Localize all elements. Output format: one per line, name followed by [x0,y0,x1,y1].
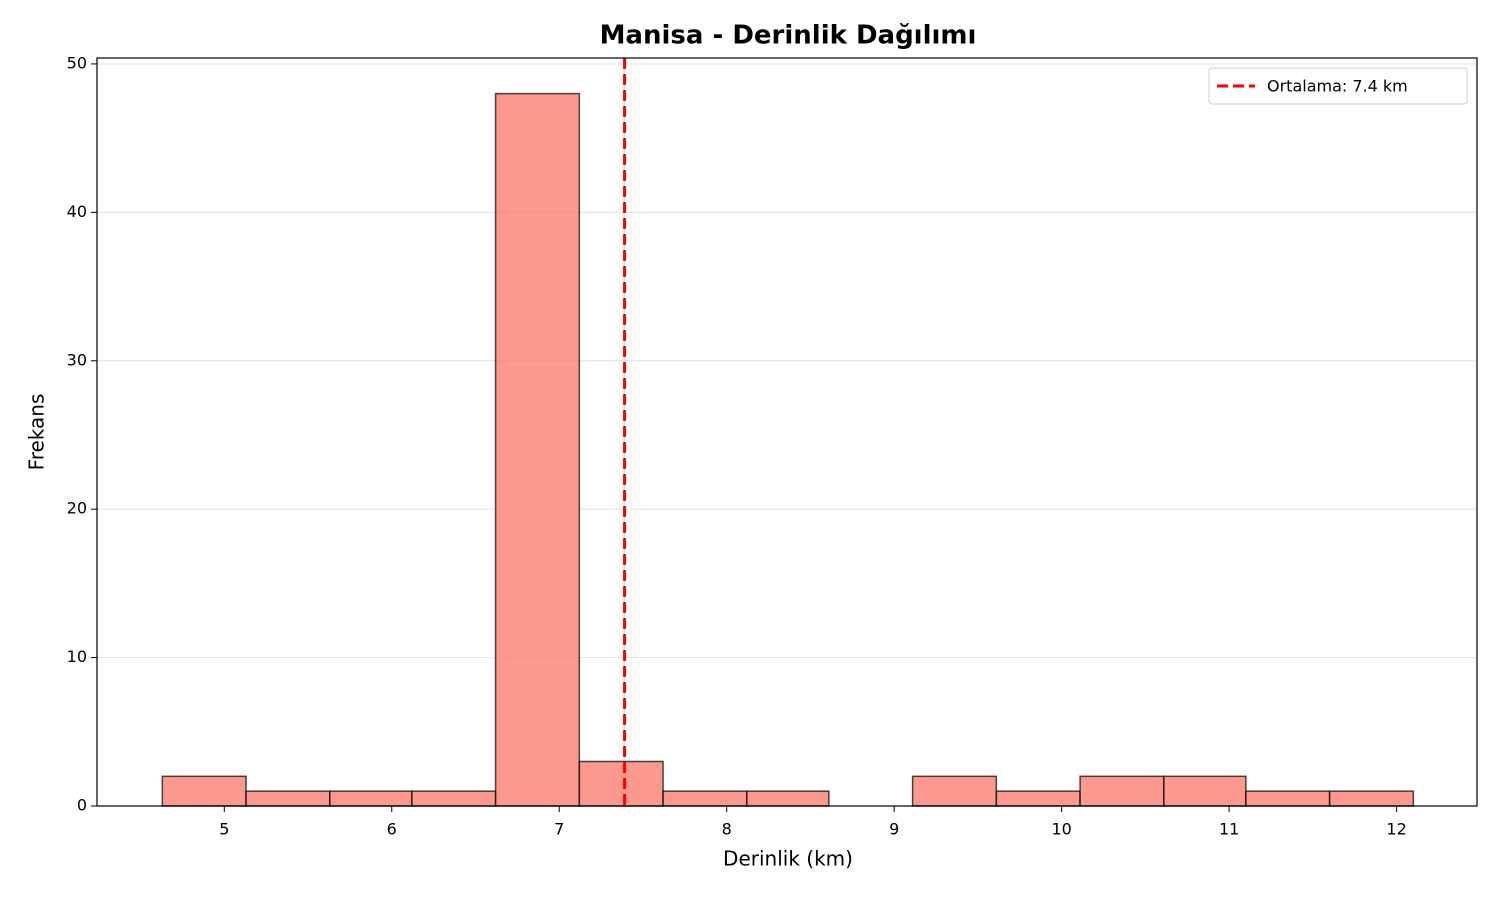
y-tick-label: 0 [77,796,87,815]
bar [161,775,247,807]
x-tick-label: 10 [1051,820,1071,839]
bar [329,790,413,807]
legend-box [1208,67,1468,105]
x-tick-label: 11 [1219,820,1239,839]
bar [578,760,664,807]
bar [911,775,998,807]
x-tick-label: 7 [554,820,564,839]
bar [411,790,497,807]
bar [1328,790,1415,807]
y-tick-label: 20 [67,499,87,518]
bar [1079,775,1165,807]
bar [662,790,748,807]
chart-title: Manisa - Derinlik Dağılımı [600,21,977,51]
axes-frame [96,57,1478,807]
bar [1245,790,1331,807]
legend-label: Ortalama: 7.4 km [1267,77,1408,96]
bar [494,92,581,807]
y-tick-label: 10 [67,647,87,666]
x-tick-label: 5 [219,820,229,839]
y-tick-label: 40 [67,202,87,221]
bar [1163,775,1247,807]
y-axis-label: Frekans [25,394,49,471]
y-tick-label: 30 [67,350,87,369]
x-tick-label: 8 [722,820,732,839]
y-tick-label: 50 [67,53,87,72]
bar [995,790,1081,807]
x-tick-label: 12 [1386,820,1406,839]
bar [746,790,830,807]
x-tick-label: 9 [889,820,899,839]
bar [245,790,331,807]
x-tick-label: 6 [387,820,397,839]
x-axis-label: Derinlik (km) [723,847,853,871]
